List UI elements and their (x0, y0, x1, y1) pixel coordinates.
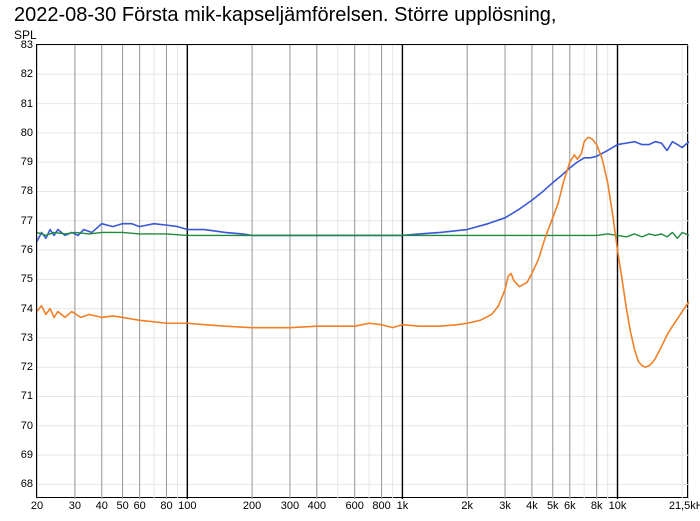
y-tick-label: 79 (21, 156, 33, 168)
x-tick-label: 4k (526, 500, 538, 512)
plot-area: 6869707172737475767778798081828320304050… (36, 44, 688, 498)
x-tick-label: 5k (547, 500, 559, 512)
y-tick-label: 77 (21, 215, 33, 227)
x-tick-label: 3k (499, 500, 511, 512)
y-tick-label: 78 (21, 185, 33, 197)
y-tick-label: 73 (21, 332, 33, 344)
series-orange (37, 137, 689, 367)
x-tick-label: 2k (461, 500, 473, 512)
series-green (37, 232, 689, 238)
x-tick-label: 8k (591, 500, 603, 512)
y-tick-label: 72 (21, 361, 33, 373)
x-tick-label: 50 (116, 500, 128, 512)
x-tick-label: 6k (564, 500, 576, 512)
x-tick-label: 100 (178, 500, 196, 512)
y-tick-label: 76 (21, 244, 33, 256)
y-tick-label: 69 (21, 449, 33, 461)
y-tick-label: 82 (21, 68, 33, 80)
chart-svg (37, 45, 689, 499)
y-tick-label: 81 (21, 98, 33, 110)
chart-container: 2022-08-30 Första mik-kapseljämförelsen.… (0, 0, 700, 521)
y-tick-label: 80 (21, 127, 33, 139)
x-tick-label: 800 (372, 500, 390, 512)
chart-title: 2022-08-30 Första mik-kapseljämförelsen.… (14, 4, 557, 27)
x-tick-label: 400 (308, 500, 326, 512)
x-tick-label: 60 (133, 500, 145, 512)
x-tick-label: 300 (281, 500, 299, 512)
x-tick-label: 600 (346, 500, 364, 512)
y-tick-label: 68 (21, 478, 33, 490)
x-tick-label: 40 (96, 500, 108, 512)
x-tick-label: 10k (609, 500, 627, 512)
y-tick-label: 70 (21, 420, 33, 432)
y-tick-label: 71 (21, 390, 33, 402)
x-tick-label: 21,5kHz (669, 500, 700, 512)
x-tick-label: 30 (69, 500, 81, 512)
y-tick-label: 83 (21, 39, 33, 51)
x-tick-label: 1k (397, 500, 409, 512)
x-tick-label: 80 (160, 500, 172, 512)
y-tick-label: 74 (21, 303, 33, 315)
x-tick-label: 200 (243, 500, 261, 512)
y-tick-label: 75 (21, 273, 33, 285)
x-tick-label: 20 (31, 500, 43, 512)
